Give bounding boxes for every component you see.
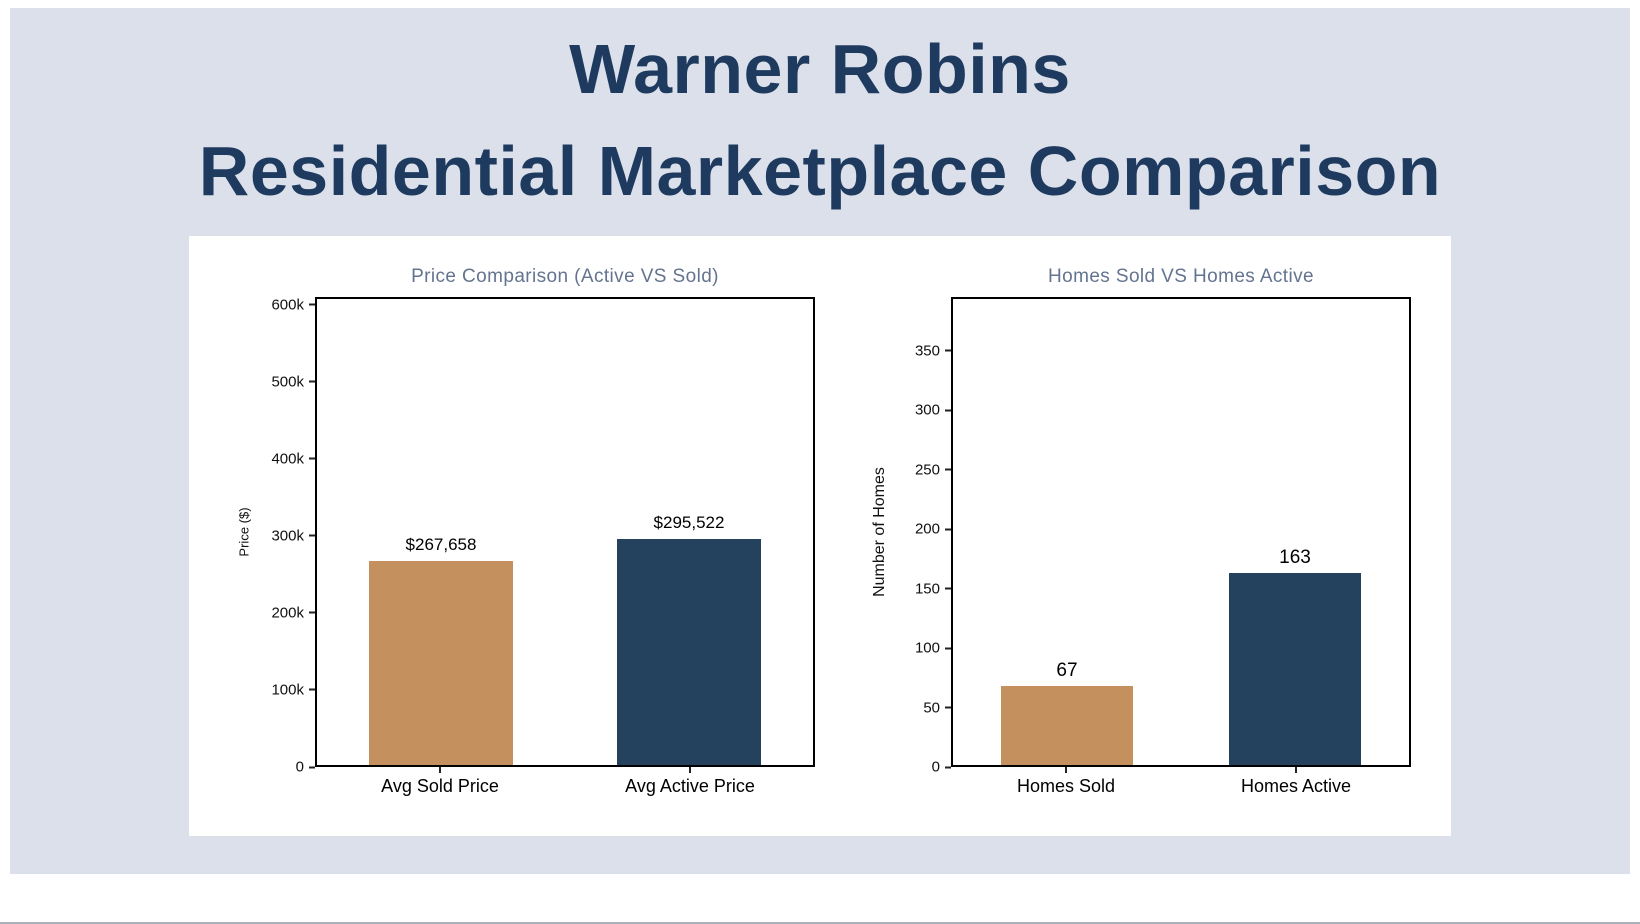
y-tick-column: 0 50 100 150 200 250 300 350 [895,297,951,776]
y-tick-mark [309,303,315,306]
page-header: Warner Robins Residential Marketplace Co… [10,8,1630,206]
y-tick: 250 [915,461,951,478]
page-background: Warner Robins Residential Marketplace Co… [10,8,1630,874]
y-tick-label: 200k [271,604,304,622]
y-tick-label: 300 [914,401,940,419]
y-tick: 600k [271,296,315,313]
y-tick: 0 [932,759,951,776]
plot-area: 67 163 [951,297,1411,767]
y-tick: 350 [915,342,951,359]
y-tick: 200 [915,521,951,538]
y-tick-mark [309,457,315,460]
y-axis-label-text: Price ($) [236,507,252,557]
charts-panel: Price Comparison (Active VS Sold) Price (… [189,236,1451,836]
y-tick: 500k [271,373,315,390]
price-comparison-chart: Price Comparison (Active VS Sold) Price (… [229,266,815,836]
x-tick-mark [1295,767,1297,773]
y-tick: 300k [271,527,315,544]
y-tick-label: 150 [914,580,940,598]
y-tick-mark [945,528,951,531]
y-tick: 400k [271,450,315,467]
bar-homes-sold: 67 [1000,660,1134,765]
chart-title: Homes Sold VS Homes Active [1048,266,1314,287]
chart-title: Price Comparison (Active VS Sold) [411,266,719,287]
y-tick-mark [945,647,951,650]
y-tick-mark [309,766,315,768]
x-category-label: Avg Active Price [625,776,755,796]
y-tick: 200k [271,604,315,621]
plot-column: 67 163 Homes Sold Homes Active [951,297,1411,796]
y-tick-mark [309,688,315,691]
y-tick-label: 300k [271,527,304,545]
y-tick-mark [945,766,951,768]
bar-value-label: 163 [1279,546,1311,568]
y-tick-mark [945,409,951,412]
page-title-line1: Warner Robins [569,30,1071,108]
y-tick-mark [945,468,951,471]
y-tick-label: 350 [914,342,940,360]
y-tick-mark [309,380,315,383]
y-tick: 150 [915,580,951,597]
y-tick: 50 [923,699,951,716]
page-bottom-border [0,922,1640,924]
y-tick-label: 400k [271,450,304,468]
bar-value-label: $267,658 [405,534,477,554]
chart-body: Number of Homes 0 50 100 150 200 250 300 350 67 16… [865,297,1411,796]
y-tick-label: 0 [295,758,304,776]
x-category-label: Homes Active [1240,776,1352,796]
y-tick-label: 250 [914,461,940,479]
y-tick-label: 200 [914,520,940,538]
x-category-label: Homes Sold [1016,776,1116,796]
y-tick-column: 0 100k 200k 300k 400k 500k 600k [259,296,315,776]
y-tick-mark [945,349,951,352]
y-tick-mark [309,611,315,614]
bar-value-label: 67 [1056,659,1078,681]
x-tick-mark [689,767,691,773]
y-tick-label: 500k [271,373,304,391]
y-tick-mark [945,706,951,709]
bar-avg-sold-price: $267,658 [369,535,513,765]
page-title-line2: Residential Marketplace Comparison [198,132,1442,210]
x-tick-mark [439,767,441,773]
y-tick-label: 600k [271,296,304,314]
y-axis-label-text: Number of Homes [871,467,888,597]
y-axis-label: Price ($) [229,297,259,767]
y-tick-label: 50 [923,699,940,717]
plot-area: $267,658 $295,522 [315,297,815,767]
y-tick-label: 0 [931,758,940,776]
y-tick: 300 [915,402,951,419]
bar-avg-active-price: $295,522 [617,513,761,765]
y-tick: 100k [271,681,315,698]
plot-column: $267,658 $295,522 Avg Sold Price Avg Active… [315,297,815,796]
y-tick-label: 100 [914,639,940,657]
y-tick-mark [945,587,951,590]
y-tick-label: 100k [271,681,304,699]
y-tick: 0 [296,759,315,776]
homes-comparison-chart: Homes Sold VS Homes Active Number of Home… [865,266,1411,836]
y-tick-mark [309,534,315,537]
bar-value-label: $295,522 [653,513,725,533]
y-axis-label: Number of Homes [865,297,895,767]
bar-homes-active: 163 [1228,547,1362,765]
x-category-label: Avg Sold Price [381,776,499,796]
chart-body: Price ($) 0 100k 200k 300k 400k 500k 600k $267,6… [229,296,815,796]
x-tick-mark [1065,767,1067,773]
y-tick: 100 [915,640,951,657]
